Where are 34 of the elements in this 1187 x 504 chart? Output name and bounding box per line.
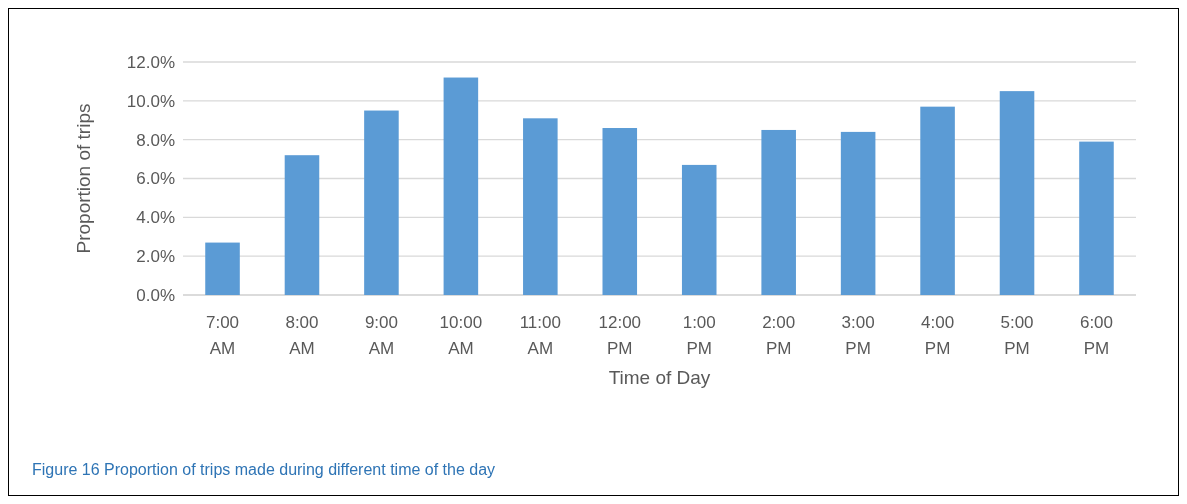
y-tick-label: 2.0% — [136, 247, 175, 267]
y-tick-label: 4.0% — [136, 208, 175, 228]
bar — [443, 77, 479, 295]
x-tick-label: 12:00 PM — [598, 313, 642, 358]
x-tick-label: 8:00 AM — [285, 313, 319, 358]
x-tick-label: 9:00 AM — [364, 313, 398, 358]
bar — [681, 164, 717, 295]
bar — [761, 129, 796, 295]
bar — [1079, 141, 1114, 295]
y-tick-label: 10.0% — [126, 91, 175, 111]
x-tick-label: 7:00 AM — [205, 313, 240, 358]
bar — [602, 128, 638, 295]
x-tick-label: 5:00 PM — [1000, 313, 1034, 358]
bar — [999, 91, 1035, 295]
y-tick-label: 8.0% — [136, 130, 175, 150]
bar — [284, 155, 320, 295]
y-tick-label: 6.0% — [136, 169, 175, 189]
x-tick-label: 2:00 PM — [762, 313, 796, 358]
bar — [364, 110, 399, 295]
x-tick-label: 11:00 AM — [519, 313, 561, 358]
x-tick-label: 10:00 AM — [439, 313, 483, 358]
bar — [840, 131, 876, 295]
caption: Figure 16 Proportion of trips made during different time of the day — [32, 461, 496, 478]
bar — [205, 242, 240, 295]
x-tick-label: 6:00 PM — [1079, 313, 1114, 358]
y-axis-title: Proportion of trips — [73, 103, 94, 254]
bar — [920, 106, 955, 295]
bar — [523, 118, 558, 295]
x-tick-label: 3:00 PM — [841, 313, 875, 358]
y-tick-label: 12.0% — [126, 52, 175, 72]
x-tick-label: 1:00 PM — [682, 313, 716, 358]
x-axis-title: Time of Day — [608, 367, 711, 388]
x-tick-label: 4:00 PM — [921, 313, 955, 358]
y-tick-label: 0.0% — [136, 285, 175, 305]
